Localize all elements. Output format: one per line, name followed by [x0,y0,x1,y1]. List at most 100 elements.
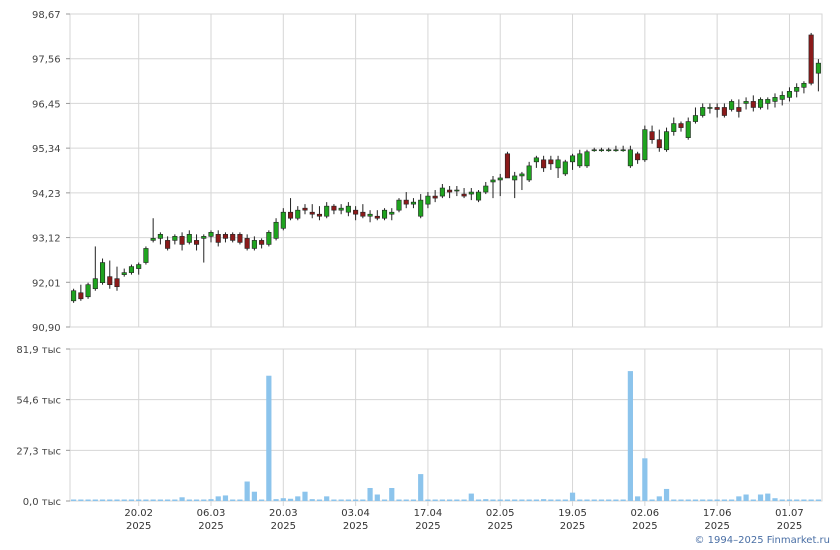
volume-bar [794,499,800,501]
volume-bar [302,491,308,501]
copyright-notice: © 1994–2025 Finmarket.ru [694,535,830,546]
candle-body [461,193,467,197]
candle-body [490,179,496,183]
x-tick-year: 2025 [271,521,296,532]
volume-tick-label: 81,9 тыс [16,345,61,356]
candle-body [620,149,626,152]
x-tick-date: 20.03 [269,508,298,519]
volume-bar [663,488,670,501]
volume-bar [374,494,380,501]
volume-bar [620,499,626,501]
candle-body [439,187,445,197]
x-tick-date: 19.05 [558,508,587,519]
volume-bar [114,499,120,501]
candle-body [193,240,200,245]
volume-bar-series [71,371,821,501]
candle-body [114,278,120,288]
volume-bar [497,499,503,501]
volume-bar [526,499,532,501]
volume-bar [201,499,207,501]
volume-bar [475,499,482,501]
candle-body [165,240,171,249]
volume-bar [555,499,561,501]
price-tick-label: 95,34 [32,144,61,155]
volume-bar [519,499,525,501]
volume-y-axis: 81,9 тыс 54,6 тыс 27,3 тыс 0,0 тыс [16,345,70,508]
volume-bar [150,499,156,501]
volume-bar [287,498,294,501]
candle-body [331,205,337,211]
volume-bar [324,496,330,501]
volume-bar [635,496,641,501]
candle-body [143,248,149,263]
x-tick-date: 06.03 [197,508,226,519]
candle-body [172,236,178,241]
x-tick-year: 2025 [126,521,151,532]
candle-body [598,149,605,152]
candle-body [454,189,460,192]
candle-body [533,157,539,163]
candle-body [287,211,294,219]
candle-body [418,199,424,217]
volume-bar [244,481,250,501]
x-tick-year: 2025 [632,521,657,532]
price-tick-label: 98,67 [32,10,61,21]
candle-body [512,175,518,181]
x-tick-year: 2025 [488,521,513,532]
candle-body [577,153,583,167]
candle-body [157,234,163,239]
volume-tick-label: 27,3 тыс [16,446,61,457]
volume-bar [425,499,431,501]
volume-bar [512,499,518,501]
x-tick-date: 20.02 [124,508,153,519]
volume-bar [273,499,279,501]
x-tick-date: 02.05 [486,508,515,519]
candle-body [815,62,821,74]
candle-body [302,207,308,211]
candle-body [808,34,814,84]
candle-body [606,149,612,152]
candle-body [569,155,576,163]
candle-body [266,232,272,245]
candle-body [273,221,279,239]
volume-bar [222,495,229,501]
x-tick-year: 2025 [704,521,729,532]
volume-bar [237,499,243,501]
candle-body [504,153,511,179]
candle-body [779,95,785,100]
volume-bar [468,493,474,501]
volume-bar [504,499,511,501]
volume-bar [757,494,764,501]
candle-body [685,121,691,138]
x-tick-year: 2025 [560,521,585,532]
volume-bar [721,499,727,501]
candle-body [555,159,561,169]
volume-bar [562,499,568,501]
volume-bar [779,499,785,501]
volume-bar [251,491,257,501]
volume-bar [259,499,265,501]
candle-body [475,191,482,201]
candle-body [548,159,554,165]
volume-bar [92,499,98,501]
volume-bar [801,499,807,501]
candle-body [403,199,409,205]
candle-body [757,99,764,108]
candle-body [663,131,670,151]
volume-bar [808,499,814,501]
candle-body [345,205,351,213]
volume-bar [569,492,576,501]
price-tick-label: 93,12 [32,234,61,245]
candle-body [244,238,250,249]
candlestick-series [71,32,821,303]
candle-body [707,107,713,109]
volume-bar [230,499,236,501]
volume-bar [656,496,662,501]
candle-body [526,165,532,181]
volume-bar [410,499,417,501]
candle-body [251,240,257,249]
volume-bar [331,499,337,501]
candle-body [389,211,395,215]
volume-bar [577,499,583,501]
candle-body [613,149,619,152]
